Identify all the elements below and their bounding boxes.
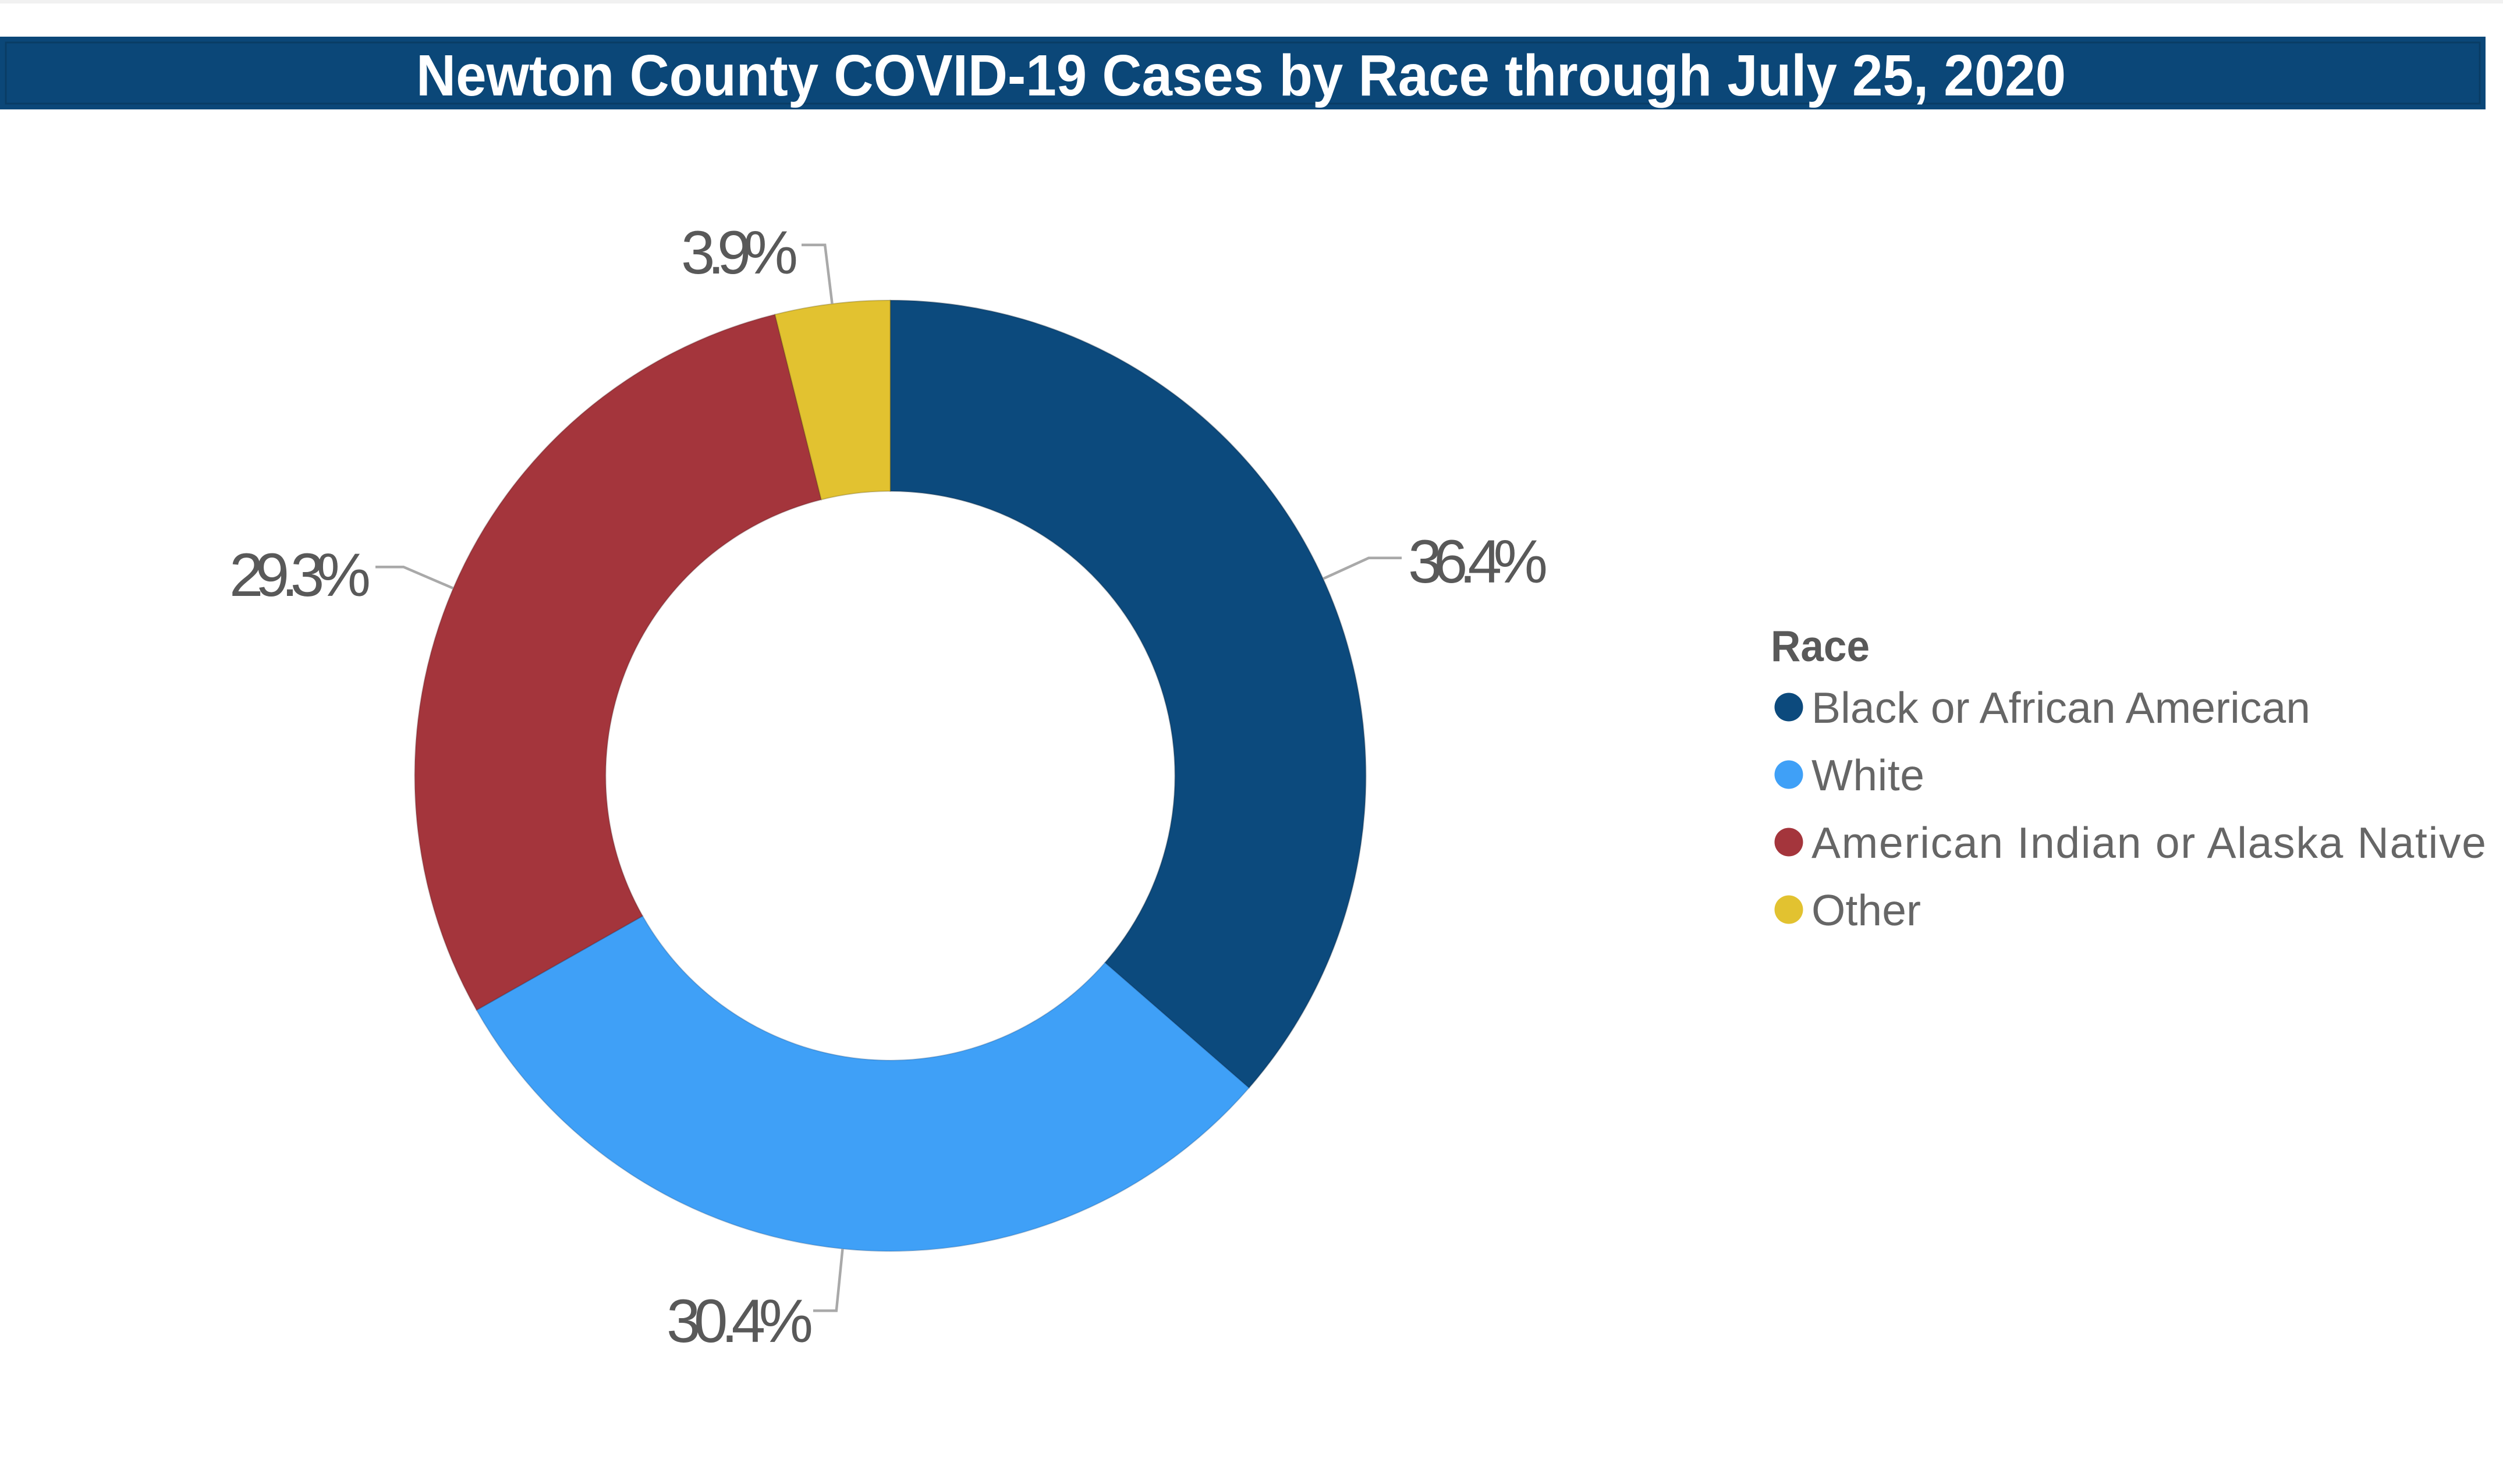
svg-text:White: White: [1811, 751, 1924, 800]
svg-text:3.9%: 3.9%: [681, 219, 798, 287]
svg-text:Black or African American: Black or African American: [1811, 683, 2310, 732]
svg-text:American Indian or Alaska Nati: American Indian or Alaska Native: [1811, 818, 2486, 867]
svg-text:Race: Race: [1771, 622, 1870, 670]
svg-text:29.3%: 29.3%: [229, 541, 371, 609]
svg-text:Other: Other: [1811, 886, 1921, 935]
svg-text:36.4%: 36.4%: [1408, 528, 1548, 596]
svg-text:30.4%: 30.4%: [666, 1287, 813, 1355]
svg-text:Newton County COVID-19 Cases b: Newton County COVID-19 Cases by Race thr…: [416, 43, 2066, 108]
